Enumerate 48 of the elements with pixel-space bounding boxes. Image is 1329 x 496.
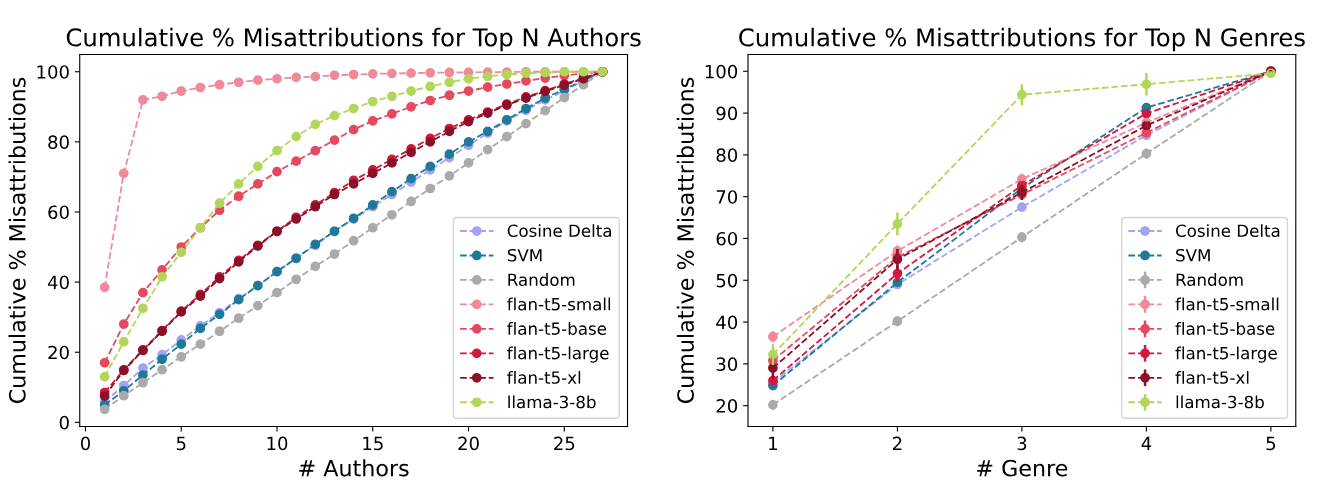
chart-title: Cumulative % Misattributions for Top N Genres (739, 27, 1305, 52)
x-tick-label: 25 (554, 436, 575, 451)
y-tick-label: 100 (37, 65, 69, 79)
legend-label: flan-t5-large (1175, 346, 1277, 363)
x-tick-label: 2 (892, 436, 902, 450)
legend-label: llama-3-8b (508, 395, 596, 409)
y-tick-label: 80 (716, 148, 738, 162)
x-tick-label: 1 (769, 436, 777, 450)
x-axis-title: # Genre (977, 459, 1068, 477)
legend-label: Random (1176, 273, 1243, 287)
legend-label: flan-t5-small (1175, 297, 1279, 311)
y-tick-label: 60 (48, 205, 69, 220)
chart-title: Cumulative % Misattributions for Top N Authors (66, 27, 641, 52)
legend-label: Random (508, 273, 575, 287)
x-axis-title: # Authors (299, 459, 409, 477)
y-tick-label: 40 (47, 275, 69, 290)
x-tick-label: 20 (458, 436, 479, 451)
legend-label: flan-t5-base (507, 322, 607, 335)
x-tick-label: 15 (363, 436, 383, 451)
legend-label: Cosine Delta (1175, 224, 1280, 238)
y-tick-label: 100 (705, 64, 738, 79)
legend-label: flan-t5-xl (507, 370, 581, 384)
x-tick-label: 5 (1266, 436, 1276, 451)
legend-label: flan-t5-small (507, 297, 611, 311)
y-tick-label: 70 (716, 190, 738, 204)
y-tick-label: 20 (48, 345, 69, 360)
y-tick-label: 50 (716, 273, 738, 288)
y-axis-title: Cumulative % Misattributions (8, 77, 26, 404)
y-axis-title: Cumulative % Misattributions (676, 77, 694, 404)
y-tick-label: 30 (716, 357, 738, 371)
y-tick-label: 20 (716, 399, 738, 413)
y-tick-label: 80 (48, 135, 69, 149)
x-tick-label: 0 (80, 436, 91, 451)
x-tick-label: 10 (267, 436, 288, 451)
x-tick-label: 3 (1017, 436, 1027, 451)
y-tick-label: 60 (716, 231, 738, 246)
legend-label: SVM (1176, 248, 1210, 262)
legend-label: SVM (507, 248, 542, 262)
legend-label: flan-t5-base (1175, 322, 1275, 335)
x-tick-label: 4 (1141, 436, 1152, 450)
legend-label: flan-t5-xl (1175, 370, 1249, 384)
y-tick-label: 0 (59, 415, 69, 430)
legend-label: Cosine Delta (507, 224, 611, 238)
legend-label: flan-t5-large (507, 346, 609, 363)
y-tick-label: 90 (716, 106, 738, 121)
y-tick-label: 40 (716, 315, 738, 330)
legend-label: llama-3-8b (1176, 395, 1264, 409)
x-tick-label: 5 (176, 436, 186, 451)
